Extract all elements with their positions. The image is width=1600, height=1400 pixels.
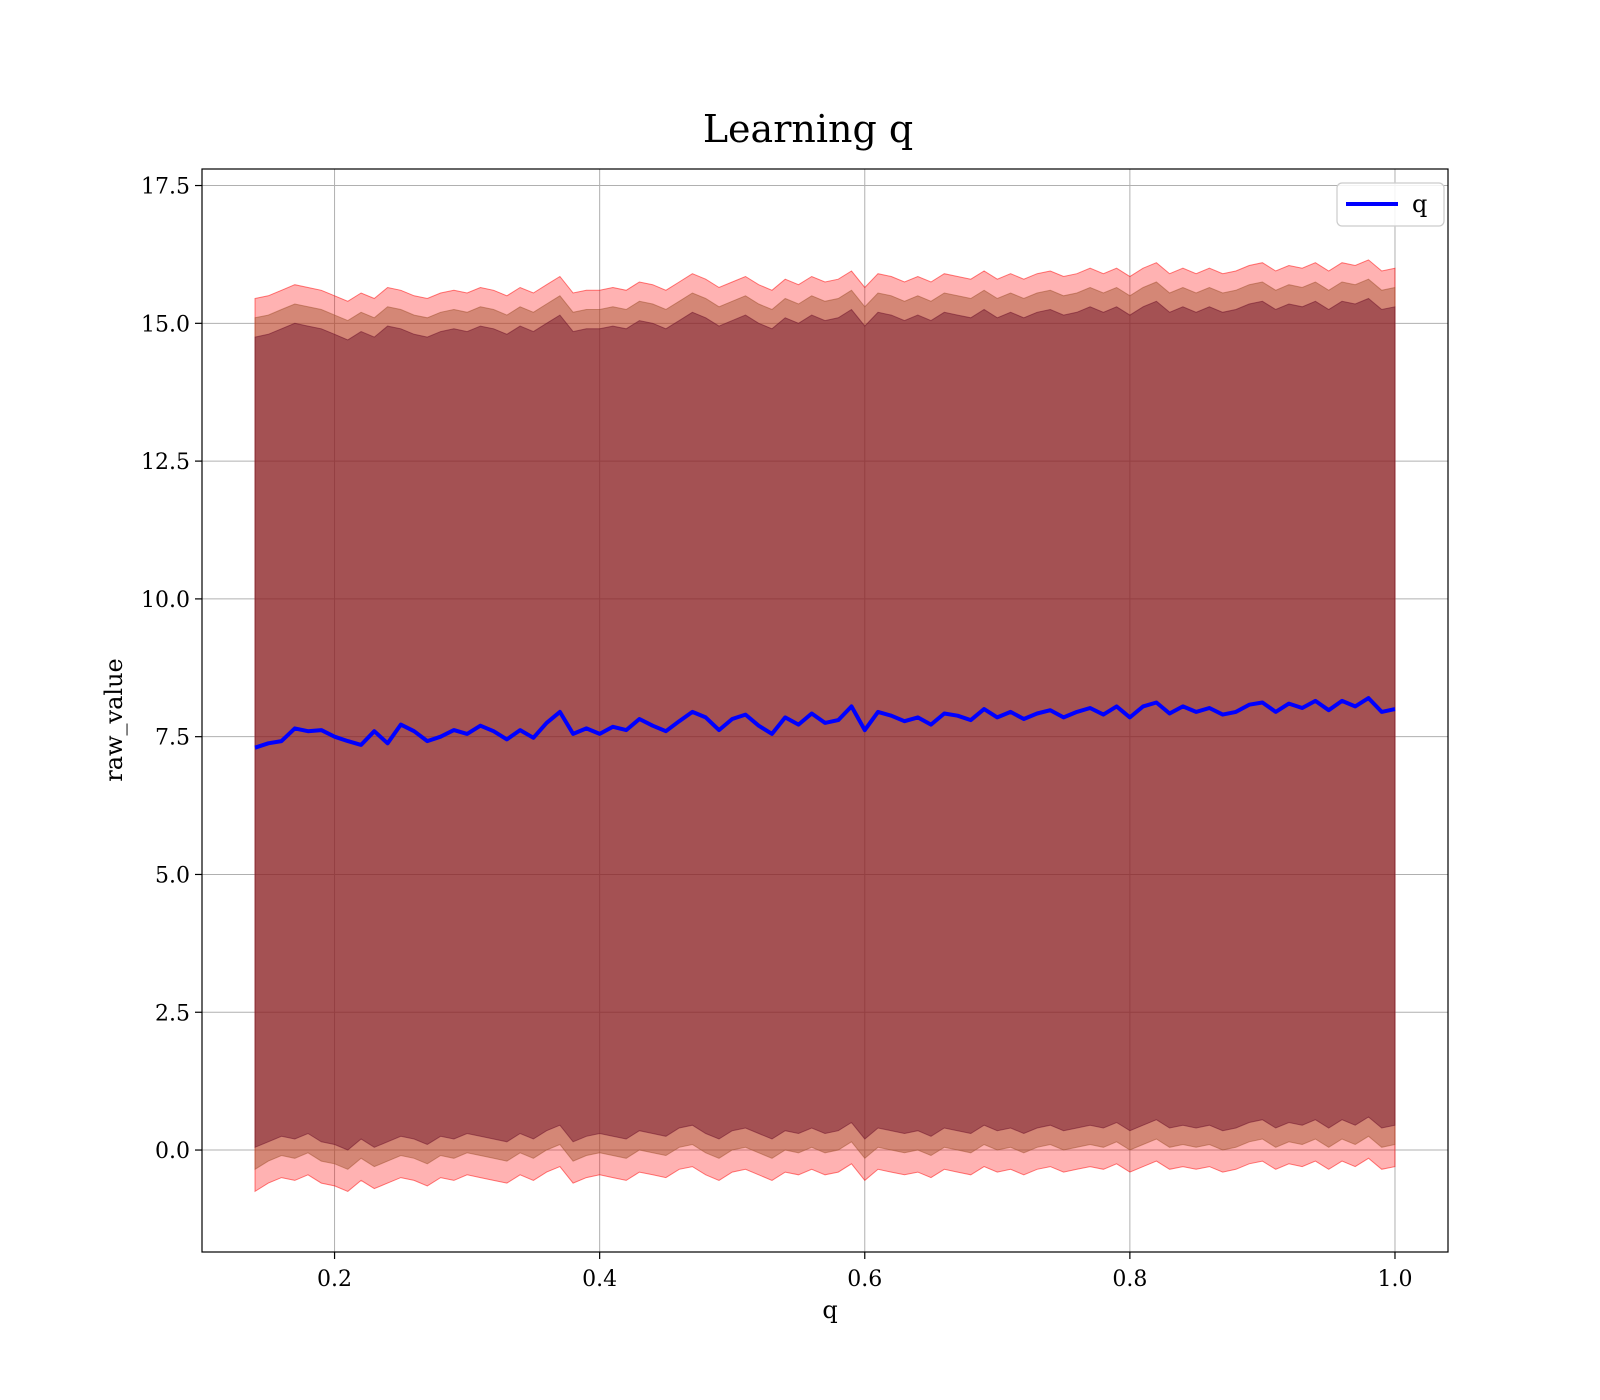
y-tick-label: 12.5 <box>141 450 190 475</box>
plot-frame <box>201 168 1449 1253</box>
y-tick-label: 10.0 <box>141 588 190 613</box>
y-tick-label: 2.5 <box>155 1001 190 1026</box>
y-axis-label: raw_value <box>100 658 128 782</box>
x-tick-label: 0.6 <box>847 1267 882 1292</box>
y-tick-label: 17.5 <box>141 175 190 200</box>
x-tick-label: 0.2 <box>317 1267 352 1292</box>
y-tick-label: 7.5 <box>155 726 190 751</box>
band-outer <box>254 259 1396 1193</box>
x-tick-label: 0.4 <box>582 1267 617 1292</box>
x-tick-label: 0.8 <box>1112 1267 1147 1292</box>
y-tick-label: 0.0 <box>155 1139 190 1164</box>
chart-title: Learning q <box>703 107 913 151</box>
confidence-bands <box>254 259 1396 1193</box>
axis-ticks: 0.2 0.4 0.6 0.8 1.0 0.0 2.5 5.0 7.5 10.0 12.5 15.0 1… <box>141 175 1412 1292</box>
y-tick-label: 15.0 <box>141 312 190 337</box>
legend: q <box>1336 182 1445 227</box>
x-axis-label: q <box>822 1296 837 1324</box>
series-lines <box>254 696 1396 750</box>
legend-label: q <box>1412 190 1427 218</box>
series-line-q <box>254 696 1396 750</box>
y-tick-label: 5.0 <box>155 863 190 888</box>
x-tick-label: 1.0 <box>1377 1267 1412 1292</box>
